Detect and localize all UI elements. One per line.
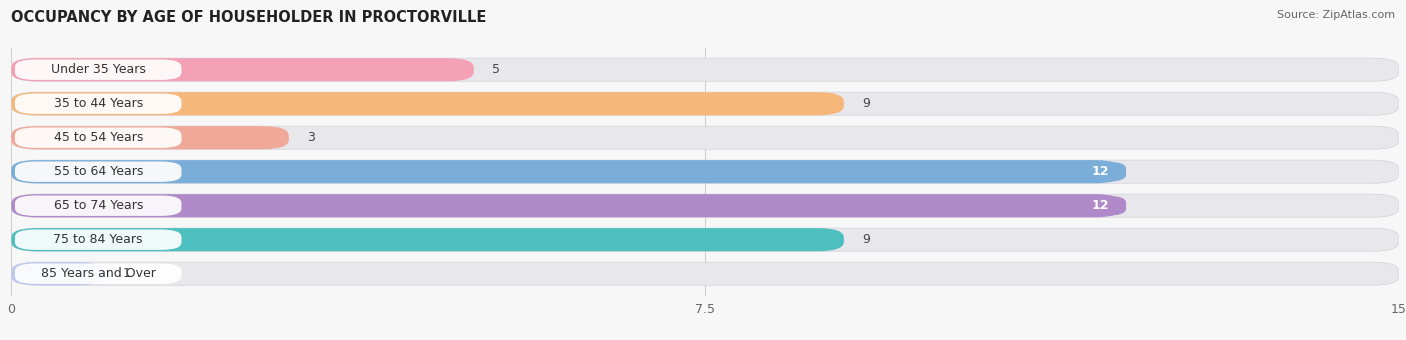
FancyBboxPatch shape (11, 228, 1399, 251)
Text: 9: 9 (862, 233, 870, 246)
FancyBboxPatch shape (11, 58, 474, 81)
FancyBboxPatch shape (15, 162, 181, 182)
FancyBboxPatch shape (11, 92, 1399, 115)
FancyBboxPatch shape (1076, 196, 1126, 216)
FancyBboxPatch shape (11, 194, 1122, 217)
FancyBboxPatch shape (15, 264, 181, 284)
FancyBboxPatch shape (11, 92, 844, 115)
Text: Source: ZipAtlas.com: Source: ZipAtlas.com (1277, 10, 1395, 20)
FancyBboxPatch shape (11, 228, 844, 251)
FancyBboxPatch shape (1076, 162, 1126, 182)
FancyBboxPatch shape (11, 262, 1399, 285)
Text: 65 to 74 Years: 65 to 74 Years (53, 199, 143, 212)
Text: 45 to 54 Years: 45 to 54 Years (53, 131, 143, 144)
Text: 1: 1 (122, 267, 131, 280)
FancyBboxPatch shape (15, 128, 181, 148)
Text: 5: 5 (492, 63, 501, 76)
Text: 35 to 44 Years: 35 to 44 Years (53, 97, 143, 110)
Text: 75 to 84 Years: 75 to 84 Years (53, 233, 143, 246)
FancyBboxPatch shape (11, 194, 1399, 217)
FancyBboxPatch shape (11, 126, 288, 149)
FancyBboxPatch shape (11, 160, 1399, 183)
Text: Under 35 Years: Under 35 Years (51, 63, 146, 76)
Text: 9: 9 (862, 97, 870, 110)
Text: OCCUPANCY BY AGE OF HOUSEHOLDER IN PROCTORVILLE: OCCUPANCY BY AGE OF HOUSEHOLDER IN PROCT… (11, 10, 486, 25)
FancyBboxPatch shape (15, 230, 181, 250)
FancyBboxPatch shape (15, 59, 181, 80)
FancyBboxPatch shape (15, 94, 181, 114)
Text: 12: 12 (1092, 199, 1109, 212)
FancyBboxPatch shape (11, 160, 1122, 183)
Text: 12: 12 (1092, 165, 1109, 178)
FancyBboxPatch shape (11, 58, 1399, 81)
FancyBboxPatch shape (15, 195, 181, 216)
FancyBboxPatch shape (11, 262, 104, 285)
Text: 85 Years and Over: 85 Years and Over (41, 267, 156, 280)
Text: 55 to 64 Years: 55 to 64 Years (53, 165, 143, 178)
Text: 3: 3 (308, 131, 315, 144)
FancyBboxPatch shape (11, 126, 1399, 149)
